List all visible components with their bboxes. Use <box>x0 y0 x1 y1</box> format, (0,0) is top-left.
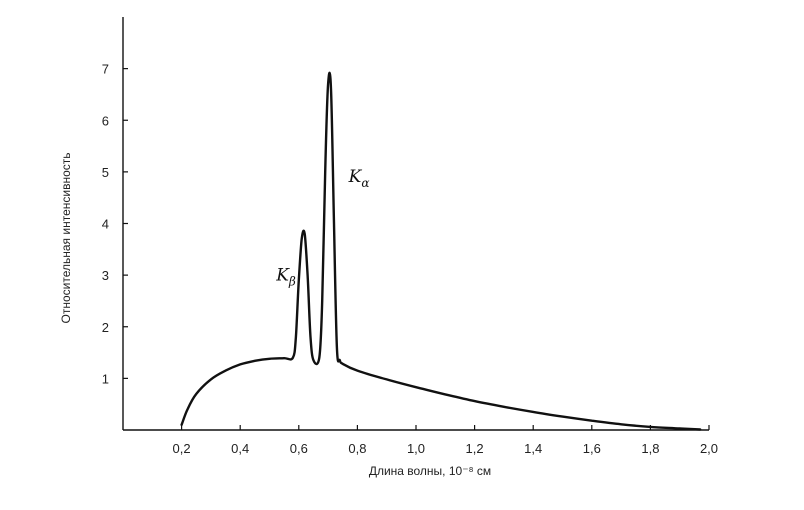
peak-label-subscript: β <box>288 274 296 288</box>
x-tick-label: 0,4 <box>231 441 249 456</box>
x-tick-label: 0,8 <box>348 441 366 456</box>
x-tick-label: 1,6 <box>583 441 601 456</box>
x-axis-title: Длина волны, 10⁻⁸ см <box>369 464 491 478</box>
ticks: 0,2 0,4 0,6 0,8 1,0 1,2 1,4 1,6 1,8 2,0 1 2 3 4 5 6 7 <box>102 62 718 456</box>
y-tick-label: 6 <box>102 113 109 128</box>
x-tick-label: 1,0 <box>407 441 425 456</box>
y-tick-label: 5 <box>102 165 109 180</box>
y-axis-title: Относительная интенсивность <box>59 153 73 324</box>
y-tick-label: 4 <box>102 217 109 232</box>
x-tick-label: 1,4 <box>524 441 542 456</box>
x-tick-label: 0,6 <box>290 441 308 456</box>
y-tick-label: 1 <box>102 371 109 386</box>
x-tick-label: 0,2 <box>173 441 191 456</box>
x-tick-label: 1,2 <box>466 441 484 456</box>
y-tick-label: 7 <box>102 62 109 77</box>
y-tick-label: 3 <box>102 268 109 283</box>
peak-label-subscript: α <box>361 176 369 190</box>
peak-label-k-beta: Kβ <box>275 265 296 288</box>
x-tick-label: 2,0 <box>700 441 718 456</box>
peak-label-letter: K <box>275 265 290 285</box>
x-tick-label: 1,8 <box>641 441 659 456</box>
peak-label-letter: K <box>348 167 363 187</box>
peak-label-k-alpha: Kα <box>348 167 370 190</box>
plot-frame <box>122 17 709 431</box>
y-tick-label: 2 <box>102 320 109 335</box>
spectrum-line <box>180 71 702 431</box>
